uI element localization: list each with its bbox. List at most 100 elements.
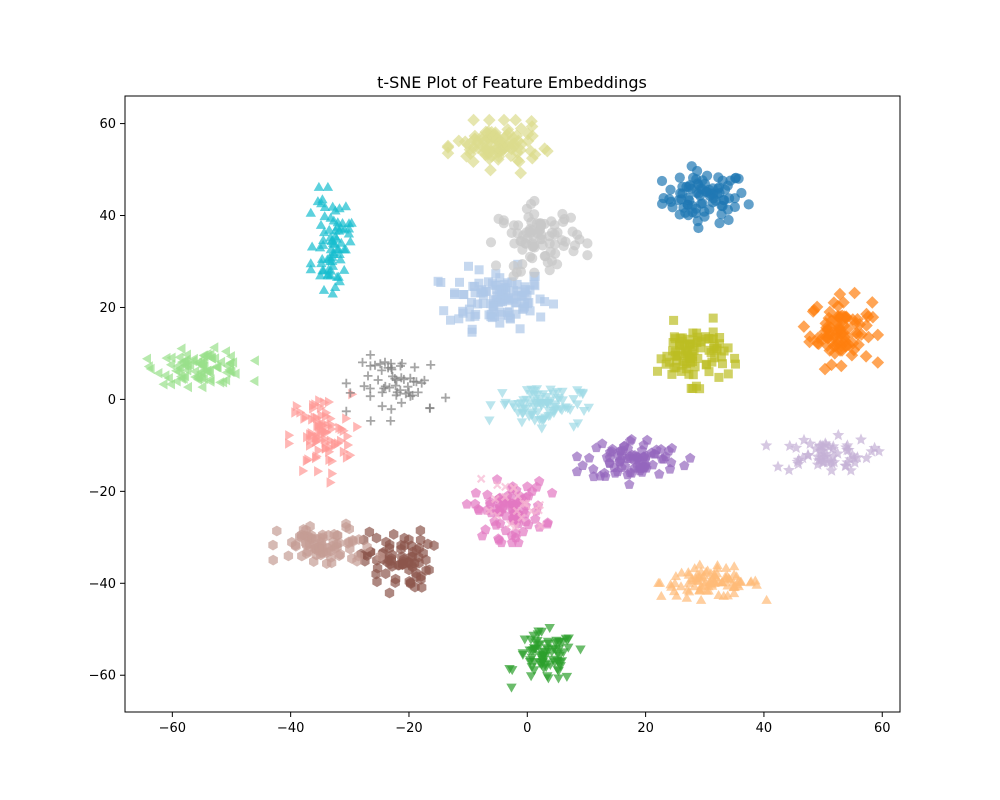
data-point xyxy=(542,518,553,529)
data-point xyxy=(476,288,486,298)
data-point xyxy=(315,219,327,229)
data-point xyxy=(717,175,728,186)
data-point xyxy=(544,624,555,633)
data-point xyxy=(473,505,485,515)
data-point xyxy=(380,381,390,391)
data-point xyxy=(662,351,672,361)
data-point xyxy=(542,637,554,647)
data-point xyxy=(497,113,511,127)
data-point xyxy=(666,581,677,591)
data-point xyxy=(568,422,579,432)
data-point xyxy=(340,201,352,211)
data-point xyxy=(163,373,173,384)
data-point xyxy=(571,466,583,477)
data-point xyxy=(513,491,523,501)
data-point xyxy=(695,594,707,604)
data-point xyxy=(249,355,259,366)
data-point xyxy=(733,575,744,585)
data-point xyxy=(314,242,326,252)
data-point xyxy=(696,343,706,353)
data-point xyxy=(328,468,338,479)
data-point xyxy=(544,238,555,249)
data-point xyxy=(548,389,559,399)
data-point xyxy=(844,464,857,476)
data-point xyxy=(490,260,502,271)
data-point xyxy=(696,337,706,347)
x-tick-label: −20 xyxy=(395,721,422,736)
data-point xyxy=(292,401,302,412)
data-point xyxy=(819,437,832,449)
data-point xyxy=(584,452,595,463)
data-point xyxy=(549,400,560,410)
data-point xyxy=(326,435,336,446)
data-point xyxy=(283,550,294,562)
data-point xyxy=(760,439,773,451)
data-point xyxy=(723,369,733,379)
data-point xyxy=(461,498,473,509)
data-point xyxy=(517,526,529,537)
data-point xyxy=(792,453,805,465)
data-point xyxy=(833,321,846,335)
data-point xyxy=(474,265,484,275)
data-point xyxy=(708,327,718,337)
series-cluster-10 xyxy=(268,518,385,569)
data-point xyxy=(425,403,435,413)
data-point xyxy=(826,442,839,454)
data-point xyxy=(335,254,346,264)
data-point xyxy=(507,666,518,676)
data-point xyxy=(216,356,226,368)
data-point xyxy=(525,656,536,666)
data-point xyxy=(366,416,376,426)
data-point xyxy=(364,526,375,538)
data-point xyxy=(730,353,740,363)
data-point xyxy=(381,536,391,548)
data-point xyxy=(465,312,475,322)
data-point xyxy=(497,389,508,399)
data-point xyxy=(494,307,504,317)
data-point xyxy=(664,194,675,205)
data-point xyxy=(198,373,208,385)
data-point xyxy=(534,395,545,404)
data-point xyxy=(161,352,171,364)
data-point xyxy=(719,346,729,356)
data-point xyxy=(526,663,537,673)
data-point xyxy=(285,438,295,449)
data-point xyxy=(391,381,400,391)
data-point xyxy=(626,434,637,444)
data-point xyxy=(714,218,725,229)
data-point xyxy=(822,331,835,344)
data-point xyxy=(689,563,700,573)
data-point xyxy=(365,361,375,371)
x-tick-label: 40 xyxy=(756,721,773,736)
data-point xyxy=(318,284,330,294)
data-point xyxy=(546,487,558,498)
data-point xyxy=(353,421,363,433)
data-point xyxy=(796,451,809,464)
data-point xyxy=(441,139,455,153)
data-point xyxy=(346,450,356,461)
data-point xyxy=(468,281,478,291)
data-point xyxy=(562,636,573,646)
data-point xyxy=(825,464,838,476)
data-point xyxy=(323,529,334,541)
data-point xyxy=(406,578,416,590)
series-cluster-16 xyxy=(441,113,554,180)
data-point xyxy=(209,342,219,353)
data-point xyxy=(221,346,230,357)
data-point xyxy=(142,353,151,364)
data-point xyxy=(681,592,692,602)
series-cluster-7 xyxy=(571,434,696,489)
data-point xyxy=(804,437,817,449)
data-point xyxy=(505,313,515,323)
data-point xyxy=(499,280,509,290)
data-point xyxy=(680,207,691,218)
data-point xyxy=(821,449,833,461)
data-point xyxy=(470,487,482,498)
data-point xyxy=(502,140,515,153)
data-point xyxy=(521,203,532,214)
data-point xyxy=(716,209,727,220)
data-point xyxy=(268,554,278,566)
data-point xyxy=(677,333,687,343)
data-point xyxy=(819,317,833,330)
data-point xyxy=(544,265,555,276)
